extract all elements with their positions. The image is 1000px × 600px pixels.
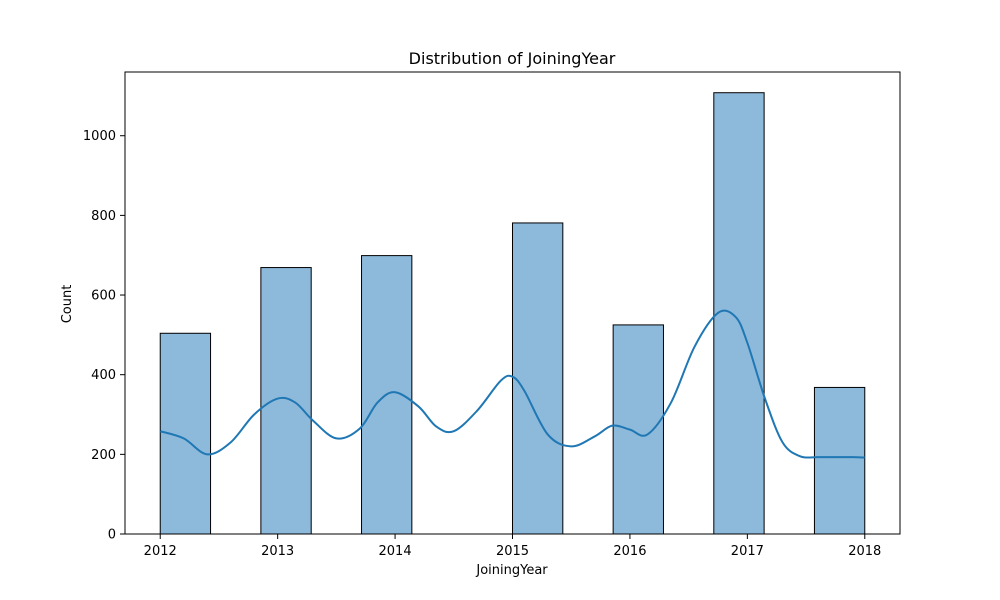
x-tick-label-2015: 2015 bbox=[496, 544, 529, 559]
y-tick-label-0: 0 bbox=[108, 528, 116, 543]
histogram-bar-7 bbox=[813, 386, 866, 535]
x-tick-label-2016: 2016 bbox=[613, 544, 646, 559]
y-axis-label: Count bbox=[60, 285, 75, 324]
y-tick-label-600: 600 bbox=[91, 289, 116, 304]
x-tick-label-2017: 2017 bbox=[731, 544, 764, 559]
x-axis-label: JoiningYear bbox=[475, 563, 548, 578]
bars-layer bbox=[159, 92, 866, 535]
x-tick-label-2018: 2018 bbox=[848, 544, 881, 559]
histogram-bar-4 bbox=[512, 222, 564, 535]
x-tick-label-2013: 2013 bbox=[261, 544, 294, 559]
x-tick-label-2012: 2012 bbox=[144, 544, 177, 559]
y-tick-label-200: 200 bbox=[91, 448, 116, 463]
y-tick-label-1000: 1000 bbox=[83, 129, 116, 144]
x-tick-label-2014: 2014 bbox=[379, 544, 412, 559]
histogram-bar-2 bbox=[260, 267, 312, 535]
histogram-bar-5 bbox=[612, 324, 664, 535]
chart-title: Distribution of JoiningYear bbox=[409, 49, 616, 68]
histogram-bar-6 bbox=[713, 92, 765, 535]
y-tick-label-400: 400 bbox=[91, 368, 116, 383]
y-tick-label-800: 800 bbox=[91, 209, 116, 224]
kde-curve bbox=[159, 309, 865, 459]
kde-layer bbox=[159, 309, 865, 459]
axes-layer: 2012 2013 2014 2015 2016 2017 2018 0 200 400 600 80… bbox=[83, 71, 901, 559]
